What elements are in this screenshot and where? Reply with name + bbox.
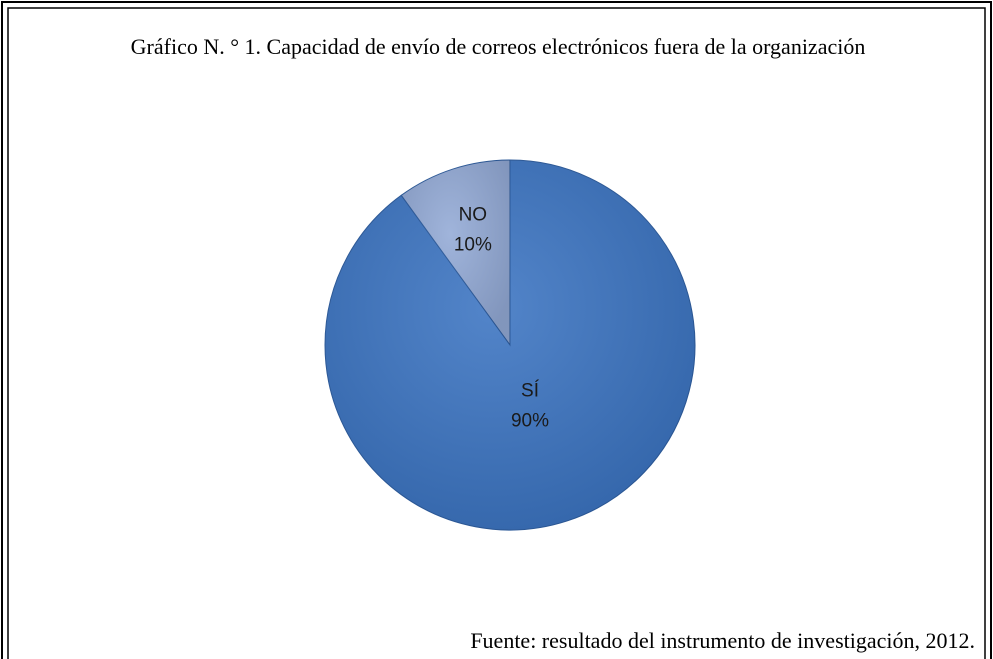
slice-category: NO — [459, 205, 488, 226]
slice-value: 10% — [454, 235, 492, 256]
chart-title: Gráfico N. ° 1. Capacidad de envío de co… — [131, 34, 866, 59]
slice-value: 90% — [511, 411, 549, 432]
slice-shade — [401, 160, 510, 345]
inner-frame — [7, 7, 986, 659]
slice-category: SÍ — [521, 381, 540, 402]
source-note: Fuente: resultado del instrumento de inv… — [470, 628, 975, 653]
